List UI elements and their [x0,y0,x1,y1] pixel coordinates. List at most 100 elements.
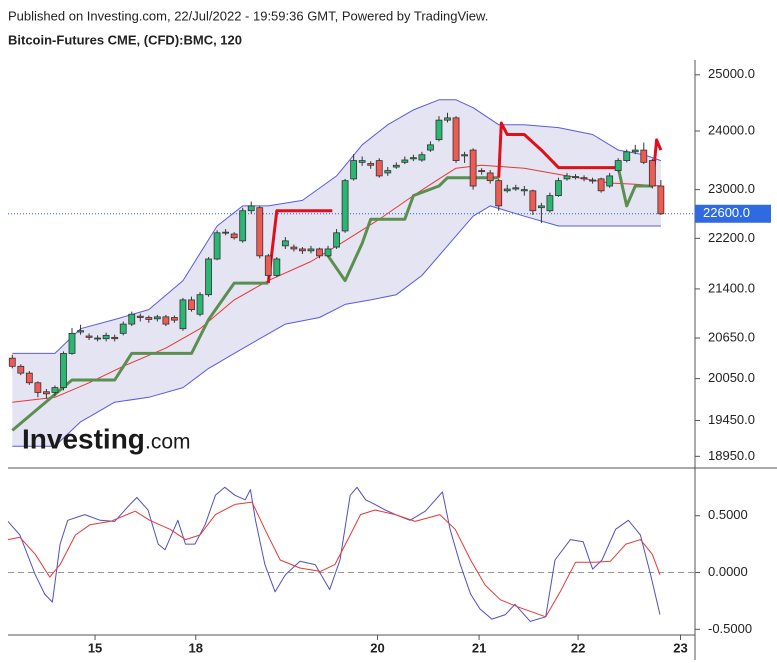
y-tick-label: 21400.0 [708,280,755,295]
candle-body [648,160,656,187]
y-tick-label: 0.5000 [708,507,748,522]
candle-body [606,175,614,187]
candle-body [222,231,230,234]
candle-body [51,387,59,393]
candle-body [580,177,588,180]
indicator-line [11,167,653,432]
y-tick-label: 23000.0 [708,181,755,196]
candle-body [290,246,298,250]
candle-body [384,170,392,174]
band-fill [12,99,661,447]
candle-body [486,172,494,182]
published-note: Published on Investing.com, 22/Jul/2022 … [8,8,488,23]
candle-body [572,176,579,179]
indicator-line [7,486,661,622]
candle-body [102,334,110,340]
candle-body [555,180,562,197]
candle-body [341,180,349,232]
candle-body [333,232,340,248]
watermark-suffix: .com [145,431,191,454]
candle-body [17,365,25,374]
candle-body [281,240,289,247]
last-price-box [695,204,771,223]
candle-body [529,190,537,212]
candle-body [162,316,170,325]
candle-body [239,210,247,242]
x-tick-label: 20 [370,640,384,655]
x-tick-label: 22 [571,640,585,655]
candle-body [375,160,383,177]
candle-body [623,151,631,161]
indicator-line [12,164,661,403]
candle-body [469,149,477,187]
candle-body [452,117,460,161]
candle-body [520,189,528,192]
y-tick-label: 20050.0 [708,370,755,385]
candle-body [307,248,315,252]
candle-body [478,170,486,172]
y-tick-label: 24000.0 [708,122,755,137]
candle-body [34,382,42,393]
candle-body [264,255,272,276]
x-tick-label: 15 [88,640,102,655]
candle-body [409,157,417,160]
labels-layer: 25000.0 24000.0 23000.0 22200.0 21400.0 20650… [88,66,771,655]
candle-body [136,315,144,318]
last-price-label: 22600.0 [703,205,750,220]
y-tick-label: 18950.0 [708,448,755,463]
candle-body [43,391,50,395]
candle-body [188,299,195,311]
candle-body [111,336,119,340]
candle-body [461,154,468,157]
indicator-line [12,99,662,354]
grid-layer [8,74,700,640]
candle-body [316,248,323,257]
candle-body [128,313,136,325]
candle-body [640,149,648,163]
candle-body [145,317,153,320]
candle-body [153,316,161,320]
y-tick-label: 20650.0 [708,329,755,344]
candle-body [392,164,400,168]
candle-body [8,357,16,367]
candle-body [512,187,520,190]
candle-body [256,207,264,257]
candle-body [119,323,127,334]
candle-body [273,258,281,276]
symbol-title: Bitcoin-Futures CME, (CFD):BMC, 120 [8,32,242,47]
candle-body [657,185,665,215]
candle-body [367,163,375,166]
candle-body [350,160,358,180]
candle-body [25,372,33,384]
candle-body [196,294,204,315]
indicator-line [12,205,661,447]
candle-body [503,188,511,192]
candle-body [171,317,178,321]
candle-body [563,175,571,180]
candle-body [597,178,605,192]
candle-body [537,205,545,209]
candle-body [205,258,212,296]
candle-body [631,149,639,153]
candle-body [614,160,622,171]
candle-body [546,195,554,212]
candle-body [418,154,426,161]
candle-body [247,205,255,212]
candle-body [230,233,238,239]
candle-body [435,119,443,141]
y-tick-label: 19450.0 [708,412,755,427]
candle-body [358,160,366,163]
candle-body [77,330,84,333]
x-tick-label: 23 [673,640,687,655]
y-tick-label: 0.0000 [708,564,748,579]
candle-body [94,337,102,340]
candle-body [444,117,451,121]
candle-body [60,353,67,388]
candle-body [324,248,332,257]
candle-body [213,232,221,260]
watermark-brand: Investing [22,423,145,454]
y-tick-label: -0.5000 [708,621,752,636]
y-tick-label: 25000.0 [708,66,755,81]
